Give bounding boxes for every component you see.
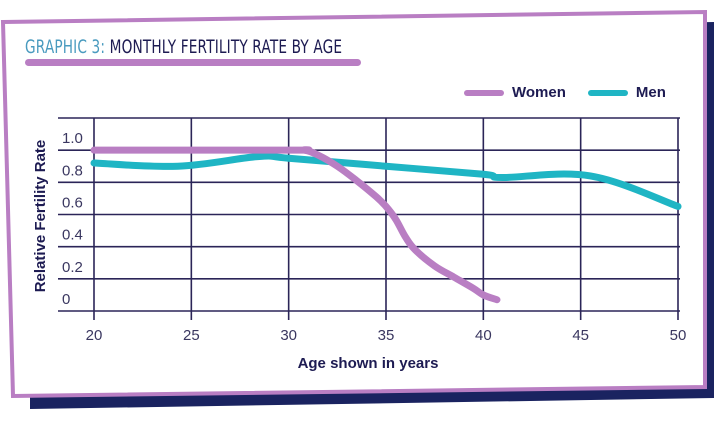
y-axis-title: Relative Fertility Rate	[32, 140, 49, 293]
legend-item-men: Men	[587, 84, 666, 101]
legend-swatch-men	[587, 89, 628, 96]
legend-item-women: Women	[464, 84, 566, 101]
x-tick-label: 25	[183, 327, 200, 344]
x-tick-labels: 20 25 30 35 40 45 50	[86, 327, 687, 344]
y-tick-label: 0.4	[62, 227, 83, 244]
chart-title-main: MONTHLY FERTILITY RATE BY AGE	[109, 36, 343, 58]
title-underline	[25, 59, 361, 66]
legend-swatch-women	[464, 89, 504, 96]
series-line-women	[90, 146, 501, 304]
x-tick-label: 45	[572, 327, 589, 344]
y-tick-label: 0.6	[62, 195, 83, 212]
chart-title: GRAPHIC 3: MONTHLY FERTILITY RATE BY AGE	[25, 36, 342, 58]
y-tick-label: 0	[62, 291, 70, 308]
legend: Women Men	[464, 84, 688, 101]
x-tick-label: 30	[280, 327, 297, 344]
x-tick-label: 20	[86, 327, 103, 344]
x-axis-title: Age shown in years	[298, 355, 439, 372]
frame-panel	[0, 9, 707, 399]
grid	[58, 117, 680, 320]
chart-title-prefix: GRAPHIC 3:	[25, 36, 106, 58]
y-tick-label: 1.0	[62, 130, 83, 147]
x-tick-label: 40	[475, 327, 492, 344]
y-tick-label: 0.2	[62, 259, 83, 276]
series-lines	[90, 146, 682, 304]
legend-label-men: Men	[635, 84, 666, 101]
series-line-men	[90, 152, 682, 210]
x-tick-label: 35	[378, 327, 395, 344]
legend-label-women: Women	[512, 84, 566, 101]
x-tick-label: 50	[670, 327, 687, 344]
y-tick-labels: 0 0.2 0.4 0.6 0.8 1.0	[62, 130, 83, 308]
y-tick-label: 0.8	[62, 162, 83, 179]
